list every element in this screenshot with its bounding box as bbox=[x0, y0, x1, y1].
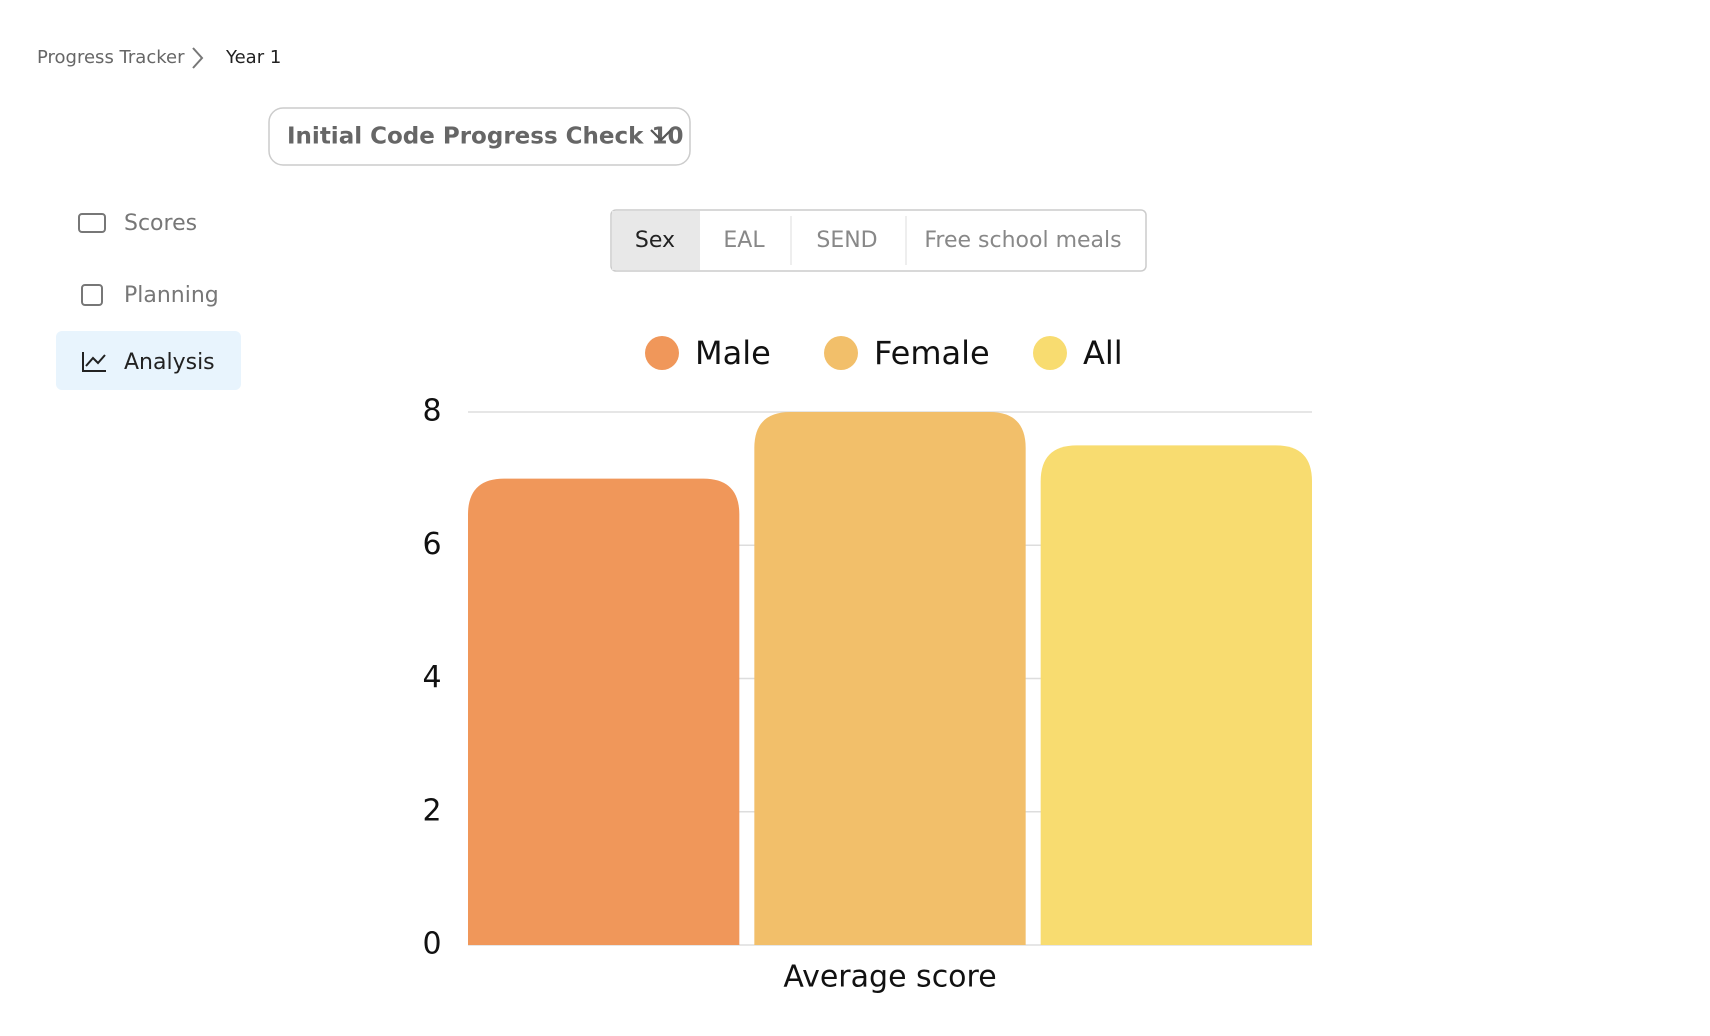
scores-icon bbox=[78, 213, 106, 233]
legend-swatch bbox=[824, 336, 858, 370]
legend-swatch bbox=[1033, 336, 1067, 370]
nav-item[interactable]: Planning bbox=[124, 283, 219, 308]
nav-active-bg bbox=[56, 331, 241, 390]
breadcrumb-link[interactable]: Progress Tracker bbox=[37, 47, 185, 68]
breadcrumb-current: Year 1 bbox=[225, 47, 281, 68]
tab[interactable]: EAL bbox=[723, 228, 765, 253]
dropdown-chevron bbox=[650, 129, 672, 142]
bar bbox=[468, 478, 740, 945]
breadcrumb-chevron bbox=[192, 47, 204, 69]
dropdown-label: Initial Code Progress Check 10 bbox=[287, 124, 683, 150]
y-tick-label: 8 bbox=[422, 394, 441, 429]
tab[interactable]: Sex bbox=[635, 228, 675, 253]
dropdown[interactable] bbox=[268, 107, 691, 166]
analysis-icon bbox=[82, 352, 106, 372]
tab-active-bg bbox=[612, 211, 700, 270]
tab[interactable]: SEND bbox=[816, 228, 877, 253]
legend-label: Female bbox=[874, 334, 990, 372]
legend-label: Male bbox=[695, 334, 771, 372]
y-tick-label: 0 bbox=[422, 927, 441, 962]
bar bbox=[1040, 445, 1312, 945]
tab[interactable]: Free school meals bbox=[924, 228, 1121, 253]
x-tick-label: Average score bbox=[783, 960, 996, 995]
y-tick-label: 4 bbox=[422, 660, 441, 695]
legend-label: All bbox=[1083, 334, 1123, 372]
bar bbox=[754, 412, 1026, 945]
nav-item[interactable]: Analysis bbox=[124, 350, 215, 375]
nav-item[interactable]: Scores bbox=[124, 211, 197, 236]
legend-swatch bbox=[645, 336, 679, 370]
y-tick-label: 2 bbox=[422, 793, 441, 828]
tab-group bbox=[610, 209, 1147, 272]
y-tick-label: 6 bbox=[422, 527, 441, 562]
planning-icon bbox=[81, 284, 103, 306]
